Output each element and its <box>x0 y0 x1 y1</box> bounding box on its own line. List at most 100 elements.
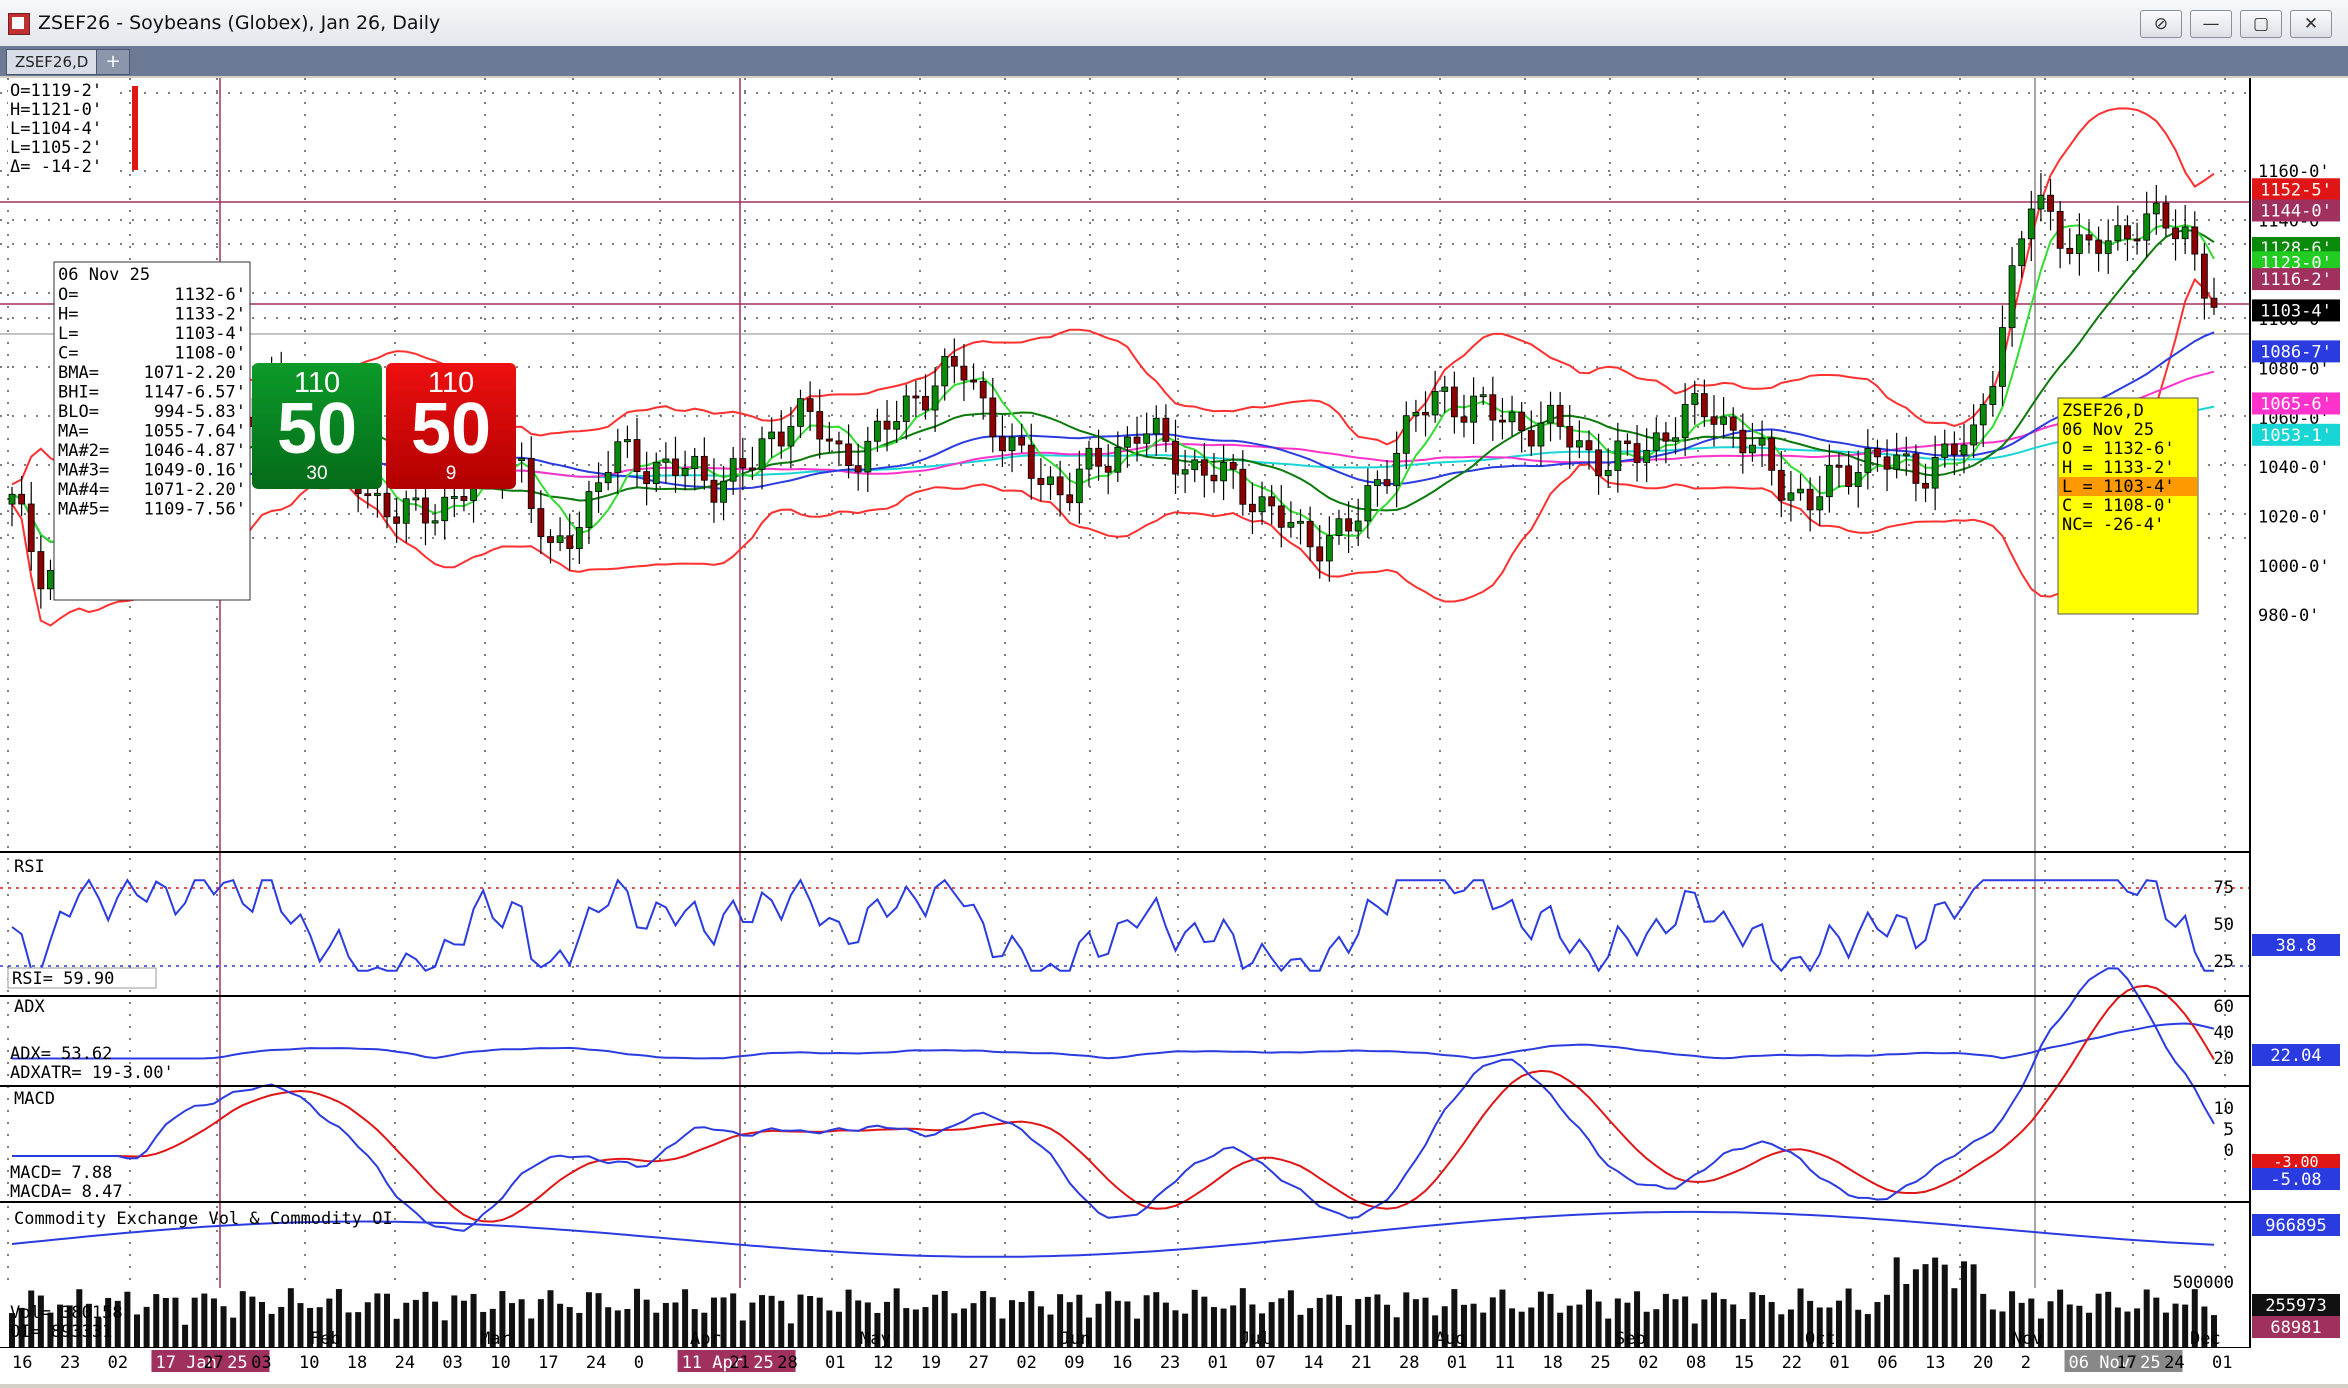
candle-body <box>1672 437 1679 442</box>
candle-body <box>1085 447 1093 470</box>
volume-tick: 500000 <box>2173 1273 2234 1293</box>
data-window-field: H= <box>58 305 78 325</box>
svg-text:966895: 966895 <box>2265 1216 2326 1236</box>
candle-body <box>1970 424 1978 446</box>
price-badge-label: 1116-2' <box>2260 270 2332 290</box>
rsi-label: RSI <box>14 857 45 877</box>
volume-bar <box>2057 1289 2064 1348</box>
candle-body <box>2133 238 2141 242</box>
date-tick-label: 06 Nov 25 <box>2069 1353 2161 1373</box>
volume-bar <box>1797 1288 1804 1348</box>
macd-badge-blue: -5.08 <box>2252 1168 2340 1190</box>
volume-bar <box>1624 1302 1631 1348</box>
month-label: Dec <box>2190 1329 2221 1349</box>
candle-body <box>1777 469 1785 501</box>
price-badge <box>2252 299 2340 322</box>
volume-bar <box>874 1312 881 1348</box>
volume-bar <box>249 1296 256 1348</box>
candle-body <box>2191 226 2199 255</box>
price-tick-label: 1040-0' <box>2258 458 2330 478</box>
candle-body <box>710 479 718 503</box>
candle-body <box>1354 520 1362 532</box>
candle-body <box>1624 440 1631 444</box>
volume-bar <box>1662 1293 1669 1348</box>
date-tick-label: 20 <box>1973 1353 1993 1373</box>
bollinger-upper-line <box>11 107 2215 486</box>
volume-bar <box>374 1293 381 1348</box>
volume-bar <box>2172 1303 2179 1348</box>
volume-bar <box>730 1293 737 1348</box>
volume-bar <box>1710 1292 1717 1348</box>
volume-bar <box>287 1288 294 1348</box>
ohlc-box: O=1119-2' H=1121-0' L=1104-4' L=1105-2' … <box>8 81 138 177</box>
link-icon[interactable]: ⊘ <box>2140 10 2182 38</box>
volume-bar <box>989 1297 996 1348</box>
chart-area[interactable]: 1160-0'1140-0'1100-0'1080-0'1060-0'1040-… <box>0 78 2348 1388</box>
volume-bar <box>1893 1257 1900 1348</box>
window-title: ZSEF26 - Soybeans (Globex), Jan 26, Dail… <box>38 12 441 34</box>
volume-bar <box>95 1317 102 1348</box>
candle-body <box>393 516 401 524</box>
candle-body <box>1575 440 1583 448</box>
volume-bar <box>1374 1294 1381 1348</box>
date-tick-label: 25 <box>1590 1353 1610 1373</box>
candle-body <box>1883 456 1891 470</box>
volume-bar <box>1028 1291 1035 1348</box>
candle-body <box>460 496 468 501</box>
price-chart-svg[interactable]: 1160-0'1140-0'1100-0'1080-0'1060-0'1040-… <box>0 78 2348 1384</box>
candle-body <box>547 536 554 543</box>
vol-badge-red: 68981 <box>2252 1316 2340 1338</box>
volume-bar <box>1220 1308 1227 1348</box>
tab-chart[interactable]: ZSEF26,D <box>6 49 98 75</box>
date-tick-label: 02 <box>1016 1353 1036 1373</box>
data-window-field: O= <box>58 285 78 305</box>
volume-bar <box>912 1309 919 1348</box>
candle-body <box>2181 226 2189 240</box>
price-tick-label: 1020-0' <box>2258 507 2330 527</box>
svg-text:H=1121-0': H=1121-0' <box>10 100 102 120</box>
data-window-date: 06 Nov 25 <box>58 265 150 285</box>
date-tick-label: 13 <box>1925 1353 1945 1373</box>
volume-bar <box>826 1310 833 1348</box>
volume-bar <box>653 1312 660 1348</box>
date-tick-label: 11 Apr 25 <box>682 1353 774 1373</box>
data-window-field: BHI= <box>58 383 99 403</box>
maximize-button[interactable]: ▢ <box>2240 10 2282 38</box>
candle-body <box>1537 422 1545 447</box>
volume-bar <box>2105 1291 2112 1348</box>
price-badge-label: 1065-6' <box>2260 394 2332 414</box>
data-window-field: MA#4= <box>58 480 109 500</box>
volume-bar <box>1066 1302 1073 1348</box>
candle-body <box>1729 416 1737 431</box>
candle-body <box>1999 327 2006 387</box>
close-button[interactable]: ✕ <box>2290 10 2332 38</box>
adx-line <box>12 1022 2215 1060</box>
volume-bar <box>1182 1313 1189 1348</box>
volume-bar <box>191 1297 198 1348</box>
date-axis-highlight <box>151 1350 270 1372</box>
volume-bar <box>432 1301 439 1348</box>
minimize-button[interactable]: — <box>2190 10 2232 38</box>
candle-body <box>845 443 852 467</box>
candle-body <box>912 395 920 399</box>
candle-body <box>1825 464 1833 498</box>
candle-body <box>1249 503 1256 513</box>
price-tick-label: 1160-0' <box>2258 162 2330 182</box>
volume-bar <box>701 1312 708 1348</box>
volume-bar <box>1672 1299 1679 1348</box>
volume-bar <box>932 1294 939 1348</box>
vol-badge: 255973 <box>2252 1294 2340 1316</box>
candle-body <box>1143 433 1151 444</box>
candle-body <box>1268 496 1276 507</box>
svg-text:38.8: 38.8 <box>2276 936 2317 956</box>
candle-body <box>624 439 631 443</box>
add-tab-button[interactable]: + <box>96 49 130 75</box>
date-tick-label: 17 <box>538 1353 558 1373</box>
candle-body <box>1200 459 1208 476</box>
candle-body <box>1287 521 1295 528</box>
volume-bar <box>278 1306 285 1348</box>
volume-bar <box>403 1302 410 1348</box>
volume-bar <box>1162 1302 1169 1348</box>
date-tick-label: 21 <box>729 1353 749 1373</box>
candle-body <box>1652 432 1660 451</box>
